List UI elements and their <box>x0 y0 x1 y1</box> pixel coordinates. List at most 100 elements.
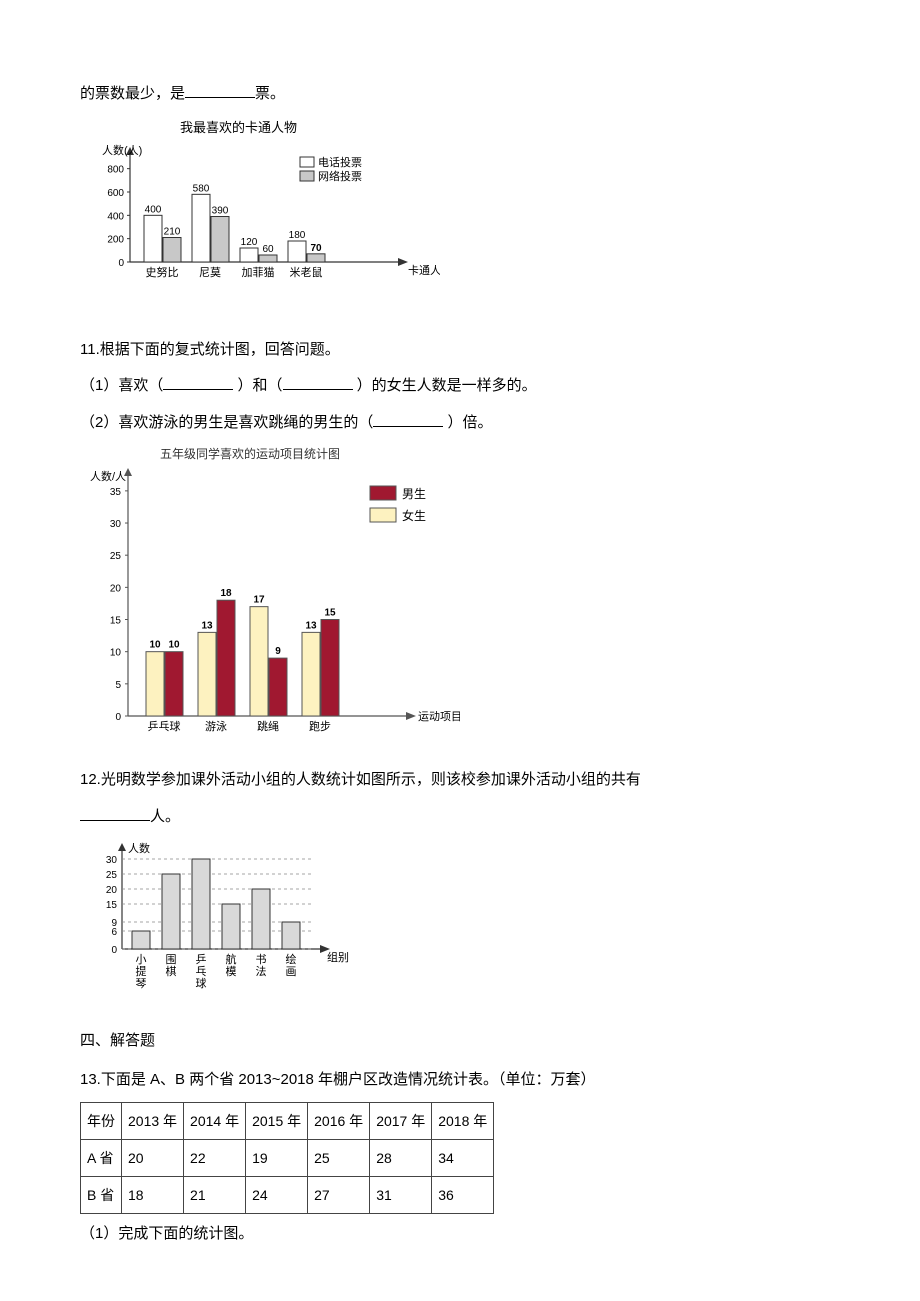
chart1-block: 我最喜欢的卡通人物 人数(人)卡通人物0200400600800电话投票网络投票… <box>80 117 840 326</box>
svg-text:人数/人: 人数/人 <box>90 470 126 483</box>
svg-text:网络投票: 网络投票 <box>318 169 362 183</box>
svg-text:小: 小 <box>136 953 147 966</box>
svg-text:20: 20 <box>106 885 118 896</box>
q11-p2b: ）倍。 <box>443 414 492 431</box>
q13-a3: 19 <box>246 1140 308 1177</box>
svg-text:580: 580 <box>193 183 210 194</box>
svg-text:人数: 人数 <box>128 842 150 855</box>
svg-text:航: 航 <box>226 952 237 966</box>
q13-b3: 24 <box>246 1177 308 1214</box>
blank-q11-1[interactable] <box>163 375 233 390</box>
chart2-block: 五年级同学喜欢的运动项目统计图 人数/人运动项目05101520253035男生… <box>80 445 840 756</box>
chart1-title: 我最喜欢的卡通人物 <box>180 117 840 136</box>
q13-a6: 34 <box>432 1140 494 1177</box>
svg-text:9: 9 <box>111 918 117 929</box>
svg-text:180: 180 <box>289 230 306 241</box>
q11-p1a: （1）喜欢（ <box>80 377 163 394</box>
svg-text:游泳: 游泳 <box>205 719 227 733</box>
svg-text:70: 70 <box>310 242 322 253</box>
chart3-block: 人数组别06915202530小提琴围棋乒乓球航模书法绘画 <box>80 839 840 1013</box>
svg-text:画: 画 <box>286 966 297 978</box>
q12-b: 人。 <box>150 808 180 825</box>
svg-text:15: 15 <box>324 608 336 619</box>
svg-text:10: 10 <box>110 648 122 659</box>
svg-text:女生: 女生 <box>402 508 426 523</box>
svg-text:史努比: 史努比 <box>146 265 179 279</box>
svg-text:琴: 琴 <box>136 977 147 990</box>
svg-text:390: 390 <box>212 205 229 216</box>
svg-text:加菲猫: 加菲猫 <box>242 266 275 279</box>
svg-text:书: 书 <box>256 953 267 966</box>
svg-text:30: 30 <box>106 855 118 866</box>
blank-votes[interactable] <box>185 83 255 98</box>
svg-text:9: 9 <box>275 646 281 657</box>
top-prefix: 的票数最少，是 <box>80 85 185 102</box>
q13-p1: （1）完成下面的统计图。 <box>80 1220 840 1249</box>
svg-text:围: 围 <box>166 953 177 966</box>
q13-header-row: 年份 2013 年 2014 年 2015 年 2016 年 2017 年 20… <box>81 1103 494 1140</box>
q11-p2a: （2）喜欢游泳的男生是喜欢跳绳的男生的（ <box>80 414 373 431</box>
svg-text:35: 35 <box>110 487 122 498</box>
svg-text:15: 15 <box>106 900 118 911</box>
svg-text:乒: 乒 <box>196 953 207 966</box>
top-fragment: 的票数最少，是 票。 <box>80 80 840 109</box>
svg-text:棋: 棋 <box>166 964 177 978</box>
q13-table: 年份 2013 年 2014 年 2015 年 2016 年 2017 年 20… <box>80 1102 494 1214</box>
q13-b0: B 省 <box>81 1177 122 1214</box>
blank-q11-2[interactable] <box>283 375 353 390</box>
top-suffix: 票。 <box>255 85 285 102</box>
q12-line2: 人。 <box>80 803 840 832</box>
svg-text:120: 120 <box>241 237 258 248</box>
chart2-title: 五年级同学喜欢的运动项目统计图 <box>160 445 840 462</box>
blank-q12[interactable] <box>80 806 150 821</box>
q13-a4: 25 <box>308 1140 370 1177</box>
q13-h5: 2017 年 <box>370 1103 432 1140</box>
svg-text:男生: 男生 <box>402 487 426 501</box>
q13-h4: 2016 年 <box>308 1103 370 1140</box>
q13-h0: 年份 <box>81 1103 122 1140</box>
svg-text:210: 210 <box>164 226 181 237</box>
svg-text:绘: 绘 <box>286 952 297 966</box>
svg-text:800: 800 <box>107 164 124 175</box>
svg-text:25: 25 <box>106 870 118 881</box>
q11-p2: （2）喜欢游泳的男生是喜欢跳绳的男生的（ ）倍。 <box>80 409 840 438</box>
q13-a0: A 省 <box>81 1140 122 1177</box>
q11-p1b: ）和（ <box>233 377 282 394</box>
svg-text:18: 18 <box>220 588 232 599</box>
svg-text:25: 25 <box>110 551 122 562</box>
svg-text:乓: 乓 <box>196 965 207 978</box>
svg-text:5: 5 <box>115 680 121 691</box>
chart1: 人数(人)卡通人物0200400600800电话投票网络投票400210史努比5… <box>80 142 440 322</box>
q13-b4: 27 <box>308 1177 370 1214</box>
svg-text:球: 球 <box>196 976 207 990</box>
q13-b1: 18 <box>122 1177 184 1214</box>
section4-heading: 四、解答题 <box>80 1027 840 1056</box>
svg-text:15: 15 <box>110 616 122 627</box>
q13-a5: 28 <box>370 1140 432 1177</box>
q12-line1: 12.光明数学参加课外活动小组的人数统计如图所示，则该校参加课外活动小组的共有 <box>80 766 840 795</box>
q11-p1c: ）的女生人数是一样多的。 <box>353 377 537 394</box>
q13-rowB: B 省 18 21 24 27 31 36 <box>81 1177 494 1214</box>
svg-text:乒乓球: 乒乓球 <box>148 719 181 733</box>
svg-text:13: 13 <box>201 620 213 631</box>
q13-b6: 36 <box>432 1177 494 1214</box>
svg-text:200: 200 <box>107 234 124 245</box>
q13-h1: 2013 年 <box>122 1103 184 1140</box>
svg-text:20: 20 <box>110 583 122 594</box>
chart3: 人数组别06915202530小提琴围棋乒乓球航模书法绘画 <box>80 839 360 1009</box>
q13-rowA: A 省 20 22 19 25 28 34 <box>81 1140 494 1177</box>
chart2: 人数/人运动项目05101520253035男生女生1010乒乓球1318游泳1… <box>80 466 460 752</box>
q12-a: 12.光明数学参加课外活动小组的人数统计如图所示，则该校参加课外活动小组的共有 <box>80 771 641 788</box>
q11-p1: （1）喜欢（ ）和（ ）的女生人数是一样多的。 <box>80 372 840 401</box>
svg-text:提: 提 <box>136 965 147 978</box>
svg-text:13: 13 <box>305 620 317 631</box>
svg-text:法: 法 <box>256 964 267 978</box>
svg-text:人数(人): 人数(人) <box>102 144 142 157</box>
svg-text:0: 0 <box>115 712 121 723</box>
q13-a2: 22 <box>184 1140 246 1177</box>
svg-text:组别: 组别 <box>327 950 349 964</box>
svg-text:30: 30 <box>110 519 122 530</box>
blank-q11-3[interactable] <box>373 412 443 427</box>
svg-text:米老鼠: 米老鼠 <box>290 265 323 279</box>
svg-text:模: 模 <box>226 965 237 978</box>
